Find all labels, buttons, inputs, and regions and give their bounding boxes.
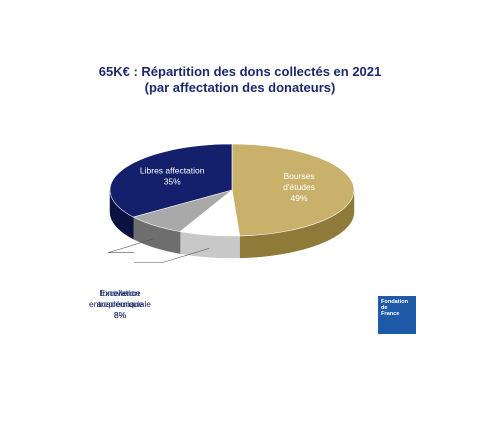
pie-slice-0 (231, 143, 355, 237)
pie-slice-3 (109, 143, 233, 218)
slice-label-2: Innovation entrepreunariale 8% (89, 288, 151, 320)
chart-title-line2: (par affectation des donateurs) (144, 80, 336, 95)
chart-title-line1: 65K€ : Répartition des dons collectés en… (98, 64, 382, 79)
leader-line-2 (108, 238, 155, 253)
chart-title: 65K€ : Répartition des dons collectés en… (0, 64, 480, 96)
slice-label-3: Libres affectation 35% (140, 166, 205, 187)
fondation-de-france-logo: Fondation de France (378, 296, 416, 334)
slice-label-1: Excellence académique 8% (97, 288, 144, 320)
leader-line-1 (134, 248, 210, 263)
slice-label-0: Bourses d'études 49% (283, 171, 315, 203)
